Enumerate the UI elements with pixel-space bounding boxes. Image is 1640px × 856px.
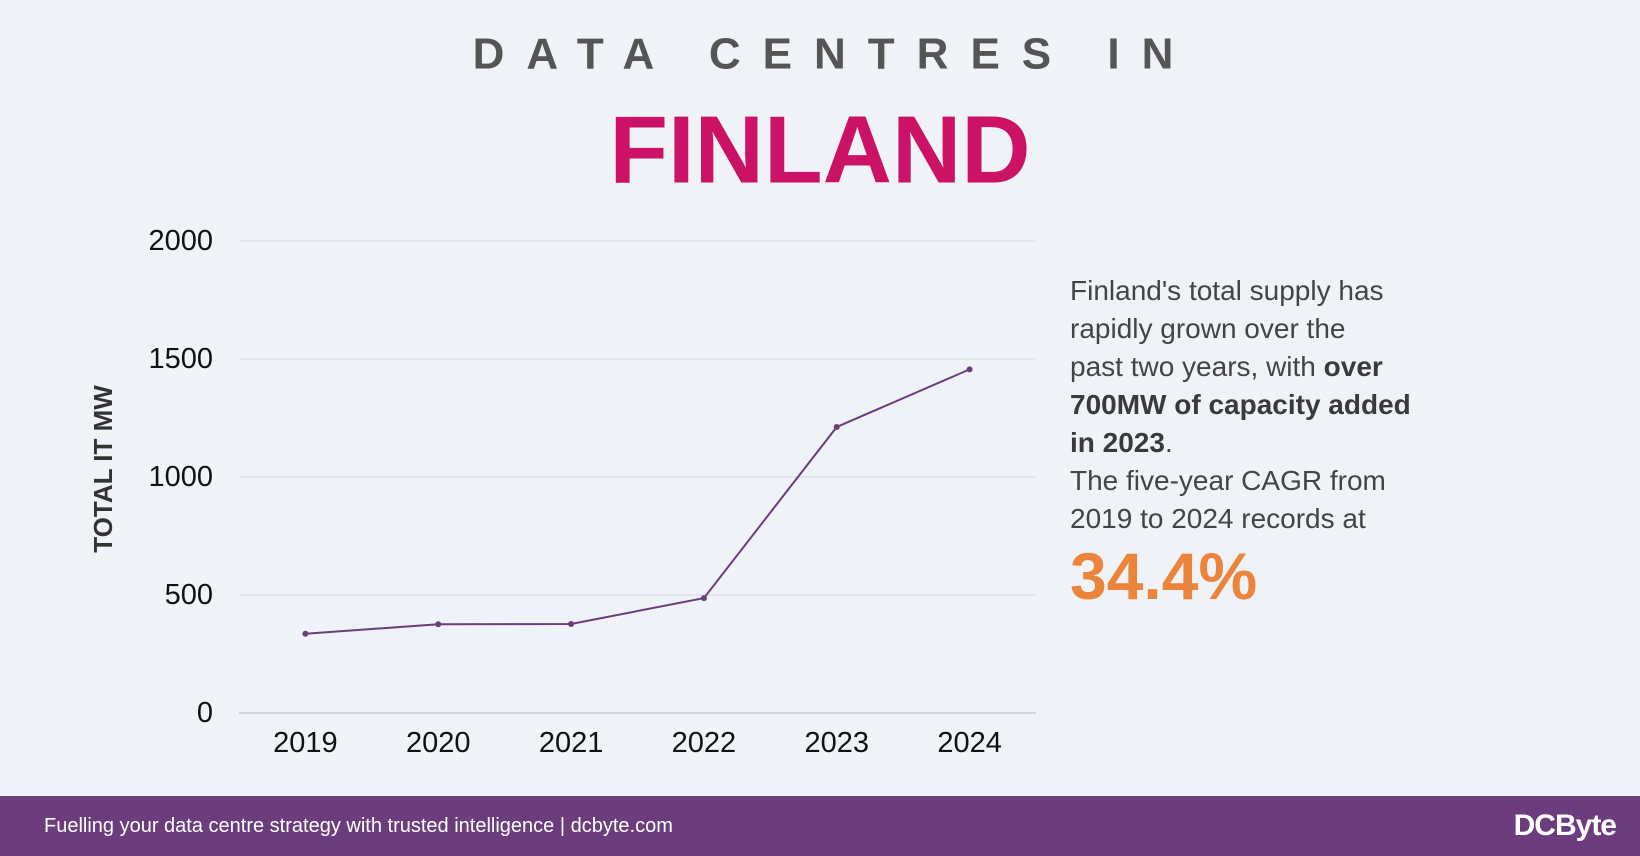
point	[700, 595, 707, 602]
y-tick-label: 2000	[148, 225, 213, 257]
annotation-line: Finland's total supply has	[1070, 272, 1411, 310]
annotation-line: in 2023.	[1070, 424, 1411, 462]
annotation-text: Finland's total supply has	[1070, 275, 1384, 306]
annotation-text: past two years, with	[1070, 351, 1324, 382]
footer-text: Fuelling your data centre strategy with …	[44, 815, 673, 837]
x-tick-label: 2019	[273, 727, 338, 759]
x-tick-label: 2021	[539, 727, 604, 759]
y-tick-label: 0	[197, 697, 213, 729]
x-tick-label: 2022	[672, 727, 737, 759]
x-tick-label: 2023	[804, 727, 869, 759]
annotation-line: The five-year CAGR from	[1070, 462, 1411, 500]
chart-subtitle: FINLAND	[609, 97, 1030, 204]
annotation-line: past two years, with over	[1070, 348, 1411, 386]
annotation-text: 2019 to 2024 records at	[1070, 503, 1366, 534]
annotation-line: rapidly grown over the	[1070, 310, 1411, 348]
x-tick-label: 2024	[937, 727, 1002, 759]
annotation-text: in 2023	[1070, 427, 1165, 458]
x-tick-label: 2020	[406, 727, 471, 759]
point	[568, 621, 575, 628]
annotation-text: The five-year CAGR from	[1070, 465, 1386, 496]
point	[833, 423, 840, 430]
point	[435, 621, 442, 628]
annotation-text: rapidly grown over the	[1070, 313, 1346, 344]
logo: DCByte	[1513, 809, 1617, 842]
annotation-text: .	[1164, 427, 1173, 458]
point	[302, 630, 309, 637]
annotation-line: 700MW of capacity added	[1070, 386, 1411, 424]
y-tick-label: 1000	[148, 461, 213, 493]
chart: DATA CENTRES IN FINLAND TOTAL IT MW 0 500…	[88, 30, 1196, 760]
footer: Fuelling your data centre strategy with …	[0, 796, 1640, 856]
line	[305, 368, 970, 635]
chart-title: DATA CENTRES IN	[473, 30, 1196, 79]
annotation: Finland's total supply has rapidly grown …	[1070, 272, 1411, 616]
annotation-line: 2019 to 2024 records at	[1070, 500, 1411, 538]
annotation-text: over	[1323, 351, 1383, 382]
y-tick-label: 500	[165, 579, 213, 611]
y-tick-label: 1500	[148, 343, 213, 375]
y-axis-label: TOTAL IT MW	[88, 385, 118, 553]
annotation-text: 700MW of capacity added	[1070, 389, 1411, 420]
highlight-value: 34.4%	[1070, 539, 1258, 613]
point	[966, 366, 973, 373]
